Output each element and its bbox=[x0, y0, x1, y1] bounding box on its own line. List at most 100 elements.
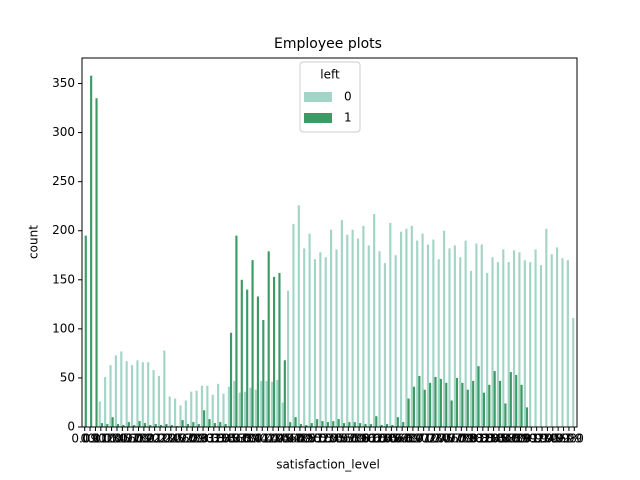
bar bbox=[154, 424, 157, 427]
bar bbox=[330, 229, 333, 427]
bar bbox=[405, 228, 408, 427]
legend-swatch bbox=[304, 92, 332, 102]
x-tick-label: 0.84 bbox=[475, 432, 502, 446]
x-tick-label: 0.64 bbox=[367, 432, 394, 446]
axes-frame bbox=[81, 57, 578, 428]
bar bbox=[276, 379, 279, 427]
x-tick-label: 0.32 bbox=[195, 432, 222, 446]
bar bbox=[265, 380, 268, 427]
bar bbox=[469, 270, 473, 427]
bar bbox=[278, 272, 281, 427]
x-tick-label: 0.7 bbox=[403, 432, 422, 446]
y-tick-label: 150 bbox=[52, 272, 75, 286]
bar bbox=[181, 420, 184, 427]
x-tick-label: 0.17 bbox=[114, 432, 141, 446]
bar bbox=[157, 375, 161, 427]
bar bbox=[518, 252, 521, 427]
x-tick-label: 0.92 bbox=[518, 432, 545, 446]
bar bbox=[125, 361, 128, 427]
bar bbox=[133, 425, 136, 427]
bar bbox=[136, 360, 139, 427]
bar bbox=[515, 374, 518, 427]
x-tick-label: 0.4 bbox=[242, 432, 261, 446]
x-tick-label: 0.9 bbox=[511, 432, 530, 446]
bar bbox=[243, 391, 247, 427]
bar bbox=[289, 422, 292, 427]
x-tick-label: 0.8 bbox=[457, 432, 476, 446]
x-tick-label: 0.11 bbox=[82, 432, 109, 446]
bar bbox=[461, 382, 464, 427]
bar bbox=[109, 365, 112, 427]
bar bbox=[310, 423, 313, 427]
bar bbox=[475, 243, 478, 427]
bar bbox=[509, 372, 512, 427]
bar bbox=[316, 419, 319, 427]
bar bbox=[208, 419, 211, 427]
bar bbox=[294, 417, 297, 427]
bar bbox=[523, 260, 526, 427]
bar bbox=[229, 332, 233, 427]
bar bbox=[246, 289, 249, 427]
x-tick-label: 0.68 bbox=[389, 432, 416, 446]
bar bbox=[192, 422, 195, 427]
x-tick-label: 0.14 bbox=[98, 432, 125, 446]
bar bbox=[453, 245, 456, 427]
bar bbox=[493, 371, 496, 427]
bar bbox=[496, 262, 499, 427]
x-tick-label: 0.83 bbox=[469, 432, 496, 446]
legend-swatch bbox=[304, 113, 332, 123]
bar bbox=[346, 234, 349, 427]
x-tick-label: 0.13 bbox=[93, 432, 120, 446]
x-tick-label: 0.81 bbox=[459, 432, 486, 446]
bar bbox=[356, 238, 360, 427]
bar bbox=[459, 257, 462, 427]
x-tick-label: 0.59 bbox=[340, 432, 367, 446]
x-tick-label: 0.09 bbox=[71, 432, 98, 446]
bar bbox=[122, 425, 125, 427]
bar bbox=[147, 362, 150, 427]
x-tick-label: 0.27 bbox=[168, 432, 195, 446]
x-tick-label: 0.38 bbox=[227, 432, 254, 446]
bar bbox=[539, 265, 543, 427]
bar bbox=[550, 254, 553, 427]
bar bbox=[324, 257, 327, 427]
bar bbox=[367, 245, 370, 427]
bar bbox=[443, 230, 446, 427]
bar bbox=[283, 360, 286, 427]
bar bbox=[165, 424, 168, 427]
x-tick-label: 0.16 bbox=[109, 432, 136, 446]
x-tick-label: 0.75 bbox=[426, 432, 453, 446]
bar bbox=[238, 392, 241, 427]
x-tick-label: 0.66 bbox=[378, 432, 405, 446]
x-tick-label: 0.94 bbox=[529, 432, 556, 446]
x-tick-label: 0.6 bbox=[350, 432, 369, 446]
x-tick-label: 0.88 bbox=[496, 432, 523, 446]
bar bbox=[426, 244, 430, 427]
bar bbox=[305, 425, 308, 427]
bar bbox=[448, 248, 451, 427]
x-tick-label: 0.5 bbox=[296, 432, 315, 446]
bar bbox=[116, 424, 120, 427]
x-tick-label: 0.82 bbox=[464, 432, 491, 446]
x-tick-label: 0.29 bbox=[179, 432, 206, 446]
x-tick-label: 0.89 bbox=[502, 432, 529, 446]
bar bbox=[319, 252, 322, 427]
x-tick-label: 0.52 bbox=[303, 432, 330, 446]
bar bbox=[380, 425, 383, 427]
x-tick-label: 0.95 bbox=[534, 432, 561, 446]
bar bbox=[466, 389, 469, 427]
bar bbox=[410, 225, 413, 427]
bar bbox=[383, 263, 386, 427]
bar bbox=[104, 376, 107, 427]
x-tick-label: 0.86 bbox=[486, 432, 513, 446]
bar bbox=[402, 422, 405, 427]
x-tick-label: 0.51 bbox=[297, 432, 324, 446]
y-tick-label: 350 bbox=[52, 76, 75, 90]
x-tick-label: 0.46 bbox=[270, 432, 297, 446]
bar bbox=[364, 424, 367, 427]
bar bbox=[213, 423, 216, 427]
x-tick-label: 0.72 bbox=[410, 432, 437, 446]
bar bbox=[498, 380, 502, 427]
bar bbox=[224, 424, 227, 427]
bar bbox=[353, 422, 356, 427]
